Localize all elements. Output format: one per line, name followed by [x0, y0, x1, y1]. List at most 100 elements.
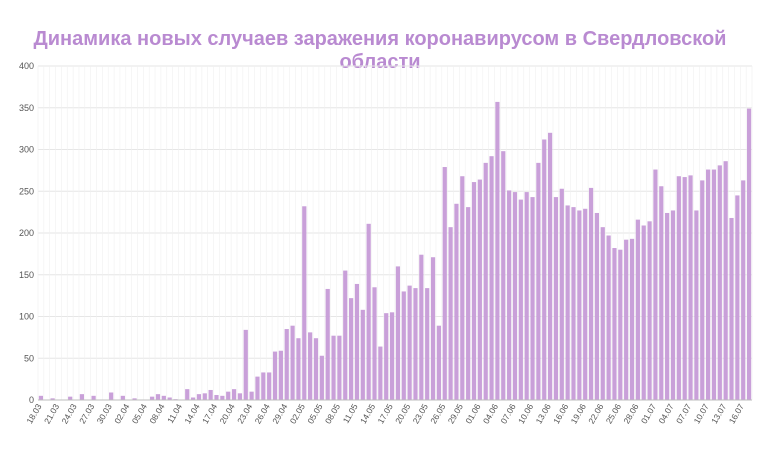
bar: [454, 203, 459, 400]
bar: [395, 266, 401, 400]
x-tick-label: 26.04: [253, 402, 272, 426]
bar: [746, 108, 752, 400]
bar: [635, 219, 640, 400]
bar: [419, 254, 424, 400]
bars-layer: [38, 101, 752, 401]
bar: [706, 169, 711, 400]
bar: [477, 179, 482, 400]
bar: [688, 175, 693, 400]
bar: [278, 350, 283, 400]
bar: [343, 270, 348, 400]
bar: [536, 162, 541, 400]
bar: [606, 235, 611, 400]
bar: [425, 288, 430, 400]
bar: [659, 186, 664, 400]
bar: [196, 394, 202, 400]
bar: [384, 313, 389, 400]
bar: [255, 376, 260, 400]
x-tick-label: 19.06: [569, 402, 588, 426]
bar: [483, 162, 488, 400]
bar: [594, 212, 600, 400]
x-tick-label: 22.06: [586, 402, 605, 426]
bar: [202, 393, 207, 400]
bar: [495, 101, 500, 400]
bar: [290, 325, 295, 400]
x-tick-label: 23.05: [411, 402, 430, 426]
bar: [272, 351, 278, 400]
x-tick-label: 13.07: [709, 402, 728, 426]
bar: [571, 207, 576, 400]
x-tick-label: 20.05: [393, 402, 412, 426]
bar: [647, 221, 652, 400]
x-tick-label: 08.04: [147, 402, 166, 426]
bar: [653, 169, 658, 400]
y-tick-label: 350: [19, 103, 34, 113]
bar: [741, 180, 746, 400]
bar: [460, 176, 465, 400]
x-tick-label: 28.06: [621, 402, 640, 426]
bar: [167, 397, 172, 400]
x-tick-label: 02.05: [288, 402, 307, 426]
bar: [132, 398, 137, 400]
bar: [378, 346, 383, 400]
bar: [665, 212, 670, 400]
bar: [682, 177, 687, 400]
bar: [360, 309, 365, 400]
x-tick-label: 26.05: [428, 402, 447, 426]
bar: [331, 335, 336, 400]
bar: [296, 338, 301, 400]
bar: [220, 395, 225, 400]
bar: [729, 217, 734, 400]
bar: [629, 238, 635, 400]
bar: [231, 389, 237, 400]
x-tick-label: 17.04: [200, 402, 219, 426]
bar: [430, 257, 436, 400]
y-tick-label: 300: [19, 145, 34, 155]
bar: [249, 391, 254, 400]
x-tick-label: 24.03: [59, 402, 78, 426]
bar: [512, 192, 518, 400]
y-tick-label: 50: [24, 353, 34, 363]
bar: [91, 395, 96, 400]
bar: [308, 332, 313, 400]
bar: [448, 227, 453, 400]
bar: [79, 394, 84, 400]
bar: [284, 329, 289, 400]
y-tick-label: 150: [19, 270, 34, 280]
bar: [553, 197, 559, 400]
x-tick-label: 07.07: [674, 402, 693, 426]
y-tick-label: 250: [19, 186, 34, 196]
bar: [214, 394, 219, 400]
x-tick-label: 05.04: [130, 402, 149, 426]
x-tick-label: 10.06: [516, 402, 535, 426]
bar: [401, 291, 406, 400]
bar: [354, 283, 360, 400]
bar: [676, 176, 681, 400]
x-tick-label: 05.05: [305, 402, 324, 426]
bar: [208, 389, 213, 400]
x-tick-label: 25.06: [604, 402, 623, 426]
y-tick-label: 200: [19, 228, 34, 238]
bar: [302, 206, 307, 400]
x-tick-label: 20.04: [217, 402, 236, 426]
bar: [612, 248, 617, 400]
x-tick-label: 01.06: [463, 402, 482, 426]
bar: [372, 287, 377, 400]
bar: [120, 395, 125, 400]
bar: [507, 190, 512, 400]
x-tick-label: 02.04: [112, 402, 131, 426]
x-tick-label: 10.07: [692, 402, 711, 426]
bar: [641, 225, 646, 400]
bar: [442, 167, 447, 400]
bar: [261, 372, 266, 400]
bar: [366, 223, 371, 400]
x-tick-label: 23.04: [235, 402, 254, 426]
bar: [185, 389, 190, 400]
bar: [542, 139, 547, 401]
bar: [694, 210, 699, 400]
bar: [559, 188, 564, 400]
bar: [489, 156, 494, 400]
bar: [711, 169, 717, 400]
bar: [243, 329, 248, 400]
